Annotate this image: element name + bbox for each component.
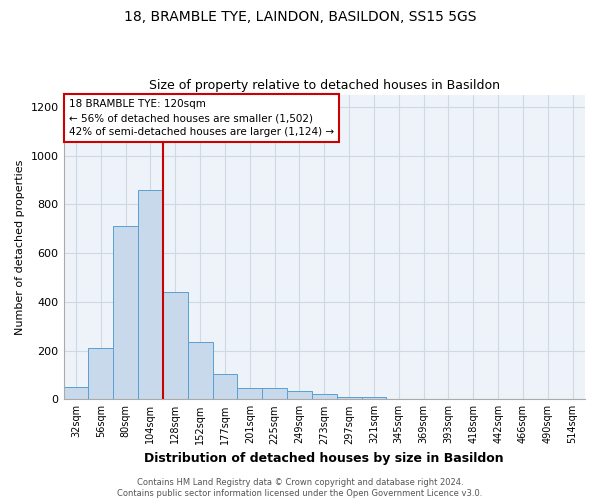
X-axis label: Distribution of detached houses by size in Basildon: Distribution of detached houses by size … bbox=[145, 452, 504, 465]
Bar bbox=[163, 292, 188, 400]
Title: Size of property relative to detached houses in Basildon: Size of property relative to detached ho… bbox=[149, 79, 500, 92]
Bar bbox=[312, 394, 337, 400]
Bar bbox=[287, 391, 312, 400]
Bar bbox=[188, 342, 212, 400]
Bar bbox=[337, 397, 362, 400]
Bar bbox=[238, 388, 262, 400]
Y-axis label: Number of detached properties: Number of detached properties bbox=[15, 159, 25, 334]
Bar bbox=[262, 388, 287, 400]
Bar bbox=[88, 348, 113, 400]
Text: 18 BRAMBLE TYE: 120sqm
← 56% of detached houses are smaller (1,502)
42% of semi-: 18 BRAMBLE TYE: 120sqm ← 56% of detached… bbox=[69, 99, 334, 137]
Bar bbox=[113, 226, 138, 400]
Bar bbox=[64, 387, 88, 400]
Bar bbox=[362, 397, 386, 400]
Bar bbox=[138, 190, 163, 400]
Bar bbox=[212, 374, 238, 400]
Text: 18, BRAMBLE TYE, LAINDON, BASILDON, SS15 5GS: 18, BRAMBLE TYE, LAINDON, BASILDON, SS15… bbox=[124, 10, 476, 24]
Text: Contains HM Land Registry data © Crown copyright and database right 2024.
Contai: Contains HM Land Registry data © Crown c… bbox=[118, 478, 482, 498]
